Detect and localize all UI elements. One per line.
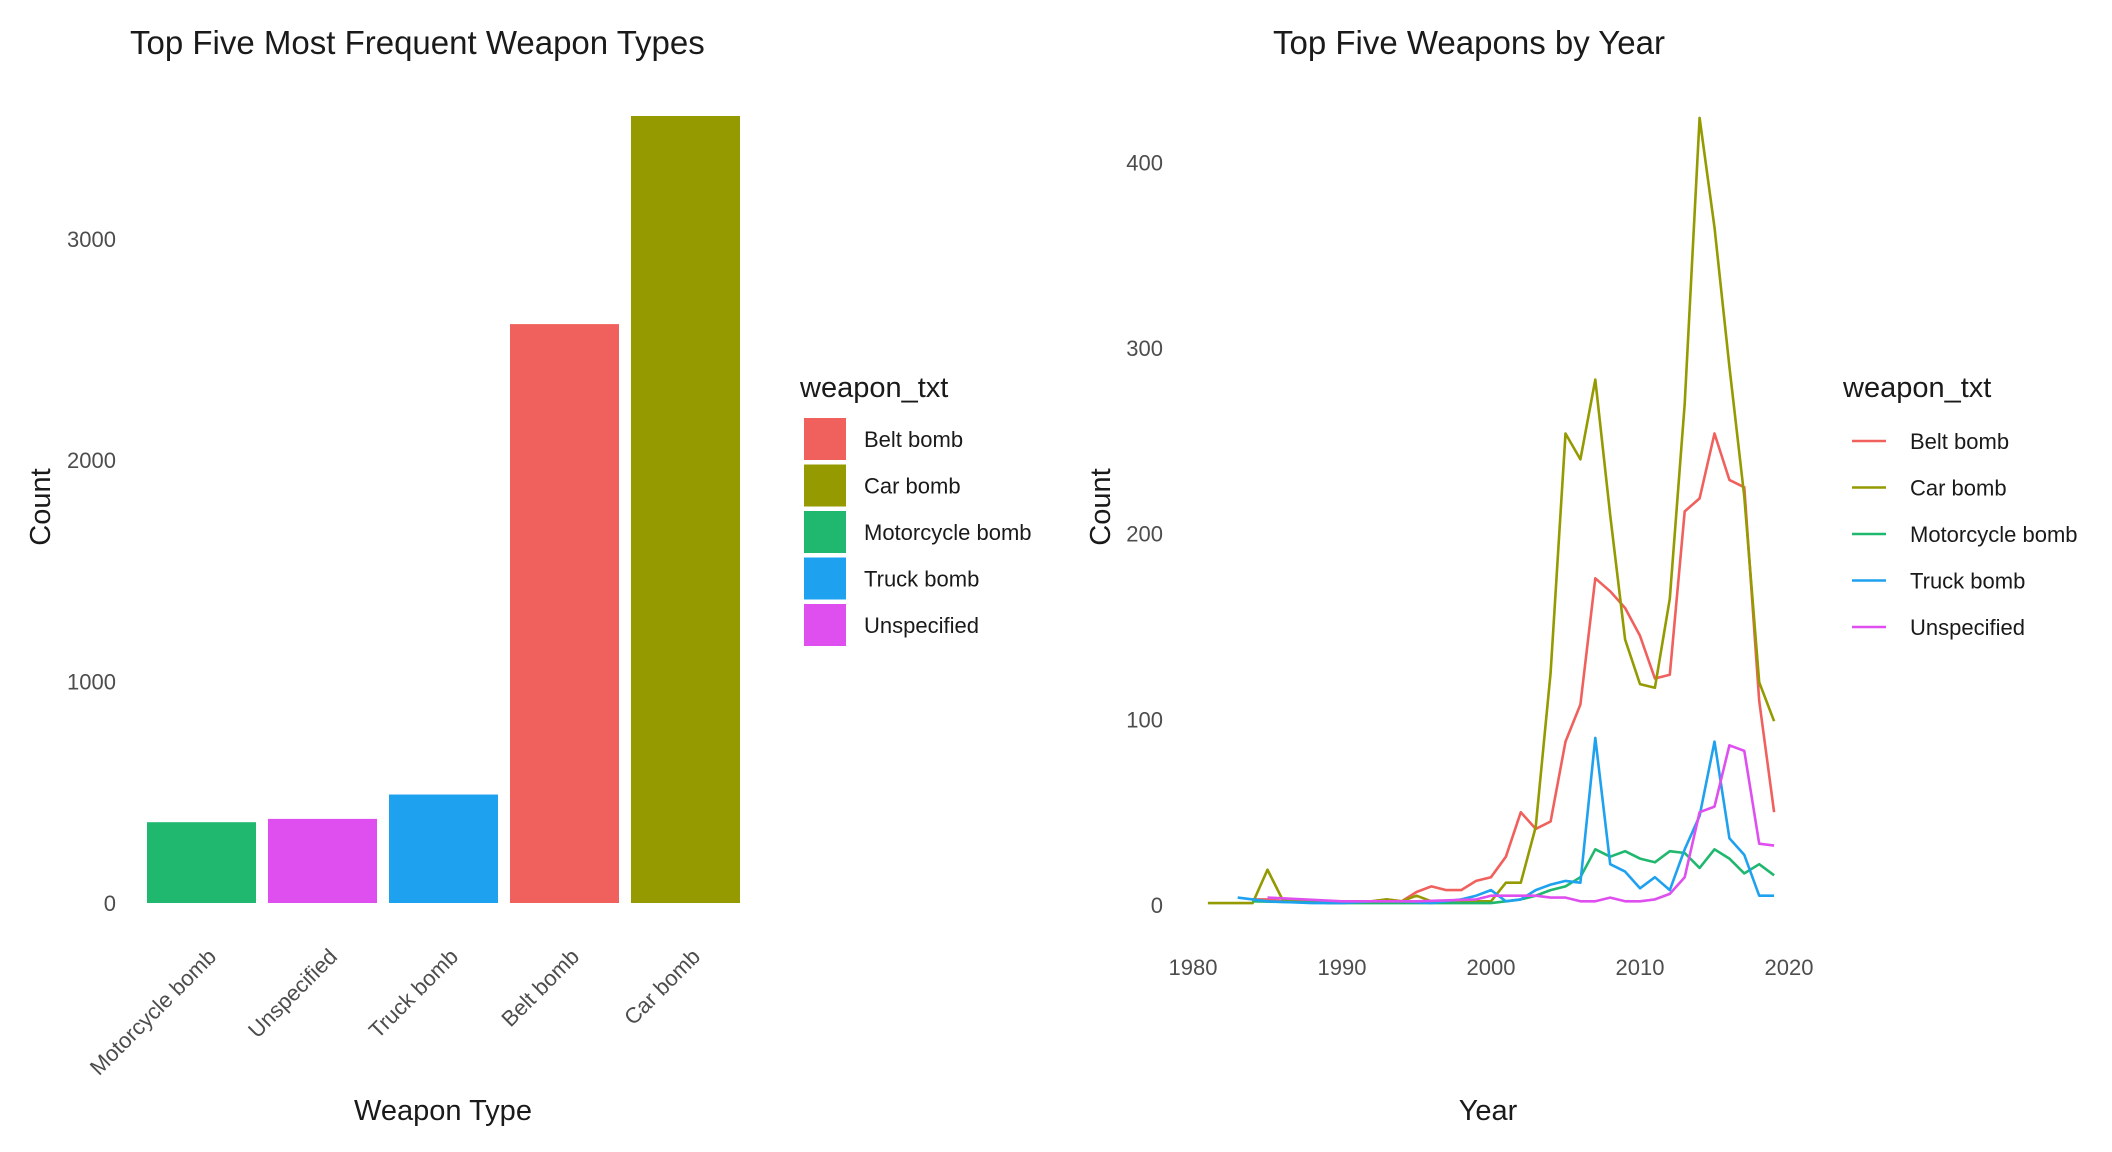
bar-legend-title: weapon_txt bbox=[799, 372, 948, 404]
bar-car-bomb bbox=[631, 116, 740, 903]
line-chart-y-axis-title: Count bbox=[1085, 468, 1117, 545]
bar-legend-key-unspecified bbox=[804, 604, 846, 646]
bar-legend-key-motorcycle-bomb bbox=[804, 511, 846, 553]
bar-y-tick-label: 2000 bbox=[67, 448, 116, 473]
bar-truck-bomb bbox=[389, 794, 498, 903]
line-x-tick-label: 1980 bbox=[1169, 955, 1218, 980]
line-legend-label: Unspecified bbox=[1910, 615, 2025, 640]
bar-y-tick-label: 3000 bbox=[67, 227, 116, 252]
line-legend-label: Belt bomb bbox=[1910, 429, 2009, 454]
bar-x-tick-label: Truck bomb bbox=[364, 944, 463, 1043]
line-y-tick-label: 0 bbox=[1151, 893, 1163, 918]
bar-x-tick-label: Motorcycle bomb bbox=[85, 944, 221, 1080]
line-x-tick-label: 2000 bbox=[1467, 955, 1516, 980]
line-series-truck-bomb bbox=[1237, 736, 1775, 905]
line-y-tick-label: 400 bbox=[1126, 150, 1163, 175]
bar-chart-legend: weapon_txt Belt bomb Car bomb Motorcycle b… bbox=[799, 372, 1032, 646]
bar-legend-label: Unspecified bbox=[864, 613, 979, 638]
line-y-tick-label: 200 bbox=[1126, 522, 1163, 547]
line-chart-plot: 0 100 200 300 400 1980 1990 2000 2010 2020 bbox=[1126, 116, 1814, 980]
bar-legend-label: Truck bomb bbox=[864, 567, 979, 592]
line-chart-x-axis-title: Year bbox=[1459, 1095, 1518, 1127]
line-y-tick-label: 300 bbox=[1126, 336, 1163, 361]
line-chart-title: Top Five Weapons by Year bbox=[1273, 24, 1665, 61]
bar-x-tick-label: Unspecified bbox=[243, 944, 342, 1043]
bar-legend-label: Motorcycle bomb bbox=[864, 520, 1032, 545]
bar-chart-y-axis-title: Count bbox=[25, 468, 57, 545]
line-legend-title: weapon_txt bbox=[1842, 372, 1991, 404]
bar-y-tick-label: 1000 bbox=[67, 670, 116, 695]
bar-x-tick-label: Car bomb bbox=[619, 944, 705, 1030]
bar-legend-label: Car bomb bbox=[864, 474, 961, 499]
line-legend-label: Car bomb bbox=[1910, 476, 2007, 501]
line-series-car-bomb bbox=[1207, 116, 1776, 905]
bar-y-tick-label: 0 bbox=[104, 891, 116, 916]
line-chart-legend: weapon_txt Belt bomb Car bomb Motorcycle b… bbox=[1842, 372, 2078, 640]
line-y-tick-label: 100 bbox=[1126, 707, 1163, 732]
bar-x-tick-label: Belt bomb bbox=[496, 944, 584, 1032]
line-series-unspecified bbox=[1267, 743, 1775, 903]
bar-chart-x-axis-title: Weapon Type bbox=[354, 1095, 532, 1127]
bar-belt-bomb bbox=[510, 324, 619, 903]
bar-chart-title: Top Five Most Frequent Weapon Types bbox=[130, 24, 705, 61]
bar-legend-label: Belt bomb bbox=[864, 427, 963, 452]
bar-legend-key-car-bomb bbox=[804, 464, 846, 507]
bar-chart-plot: 0 1000 2000 3000 Motorcycle bomb Unspecified T… bbox=[67, 116, 740, 1080]
bar-motorcycle-bomb bbox=[147, 822, 256, 903]
line-x-tick-label: 2020 bbox=[1765, 955, 1814, 980]
line-x-tick-label: 1990 bbox=[1318, 955, 1367, 980]
line-legend-label: Truck bomb bbox=[1910, 569, 2025, 594]
line-x-tick-label: 2010 bbox=[1616, 955, 1665, 980]
line-legend-label: Motorcycle bomb bbox=[1910, 522, 2078, 547]
bar-legend-key-belt-bomb bbox=[804, 418, 846, 460]
bar-legend-key-truck-bomb bbox=[804, 557, 846, 600]
bar-unspecified bbox=[268, 818, 377, 903]
